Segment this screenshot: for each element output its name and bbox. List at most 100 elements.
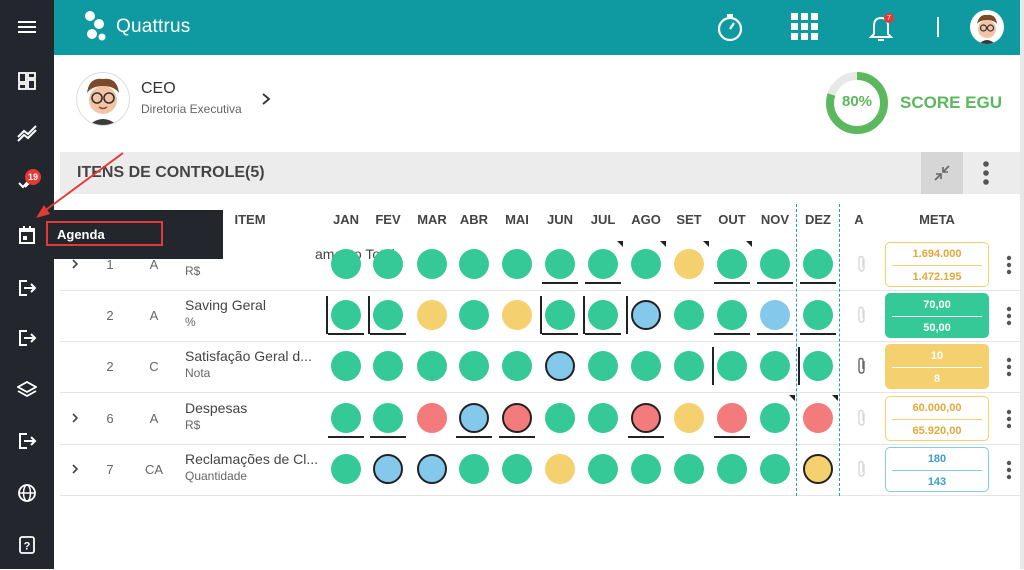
item-name[interactable]: Saving Geral: [185, 297, 266, 313]
status-dot-green[interactable]: [674, 454, 704, 484]
chevron-right-icon[interactable]: [68, 462, 82, 476]
item-name[interactable]: Despesas: [185, 400, 248, 416]
exit-icon[interactable]: [0, 416, 54, 466]
status-dot-green[interactable]: [717, 351, 747, 381]
help-icon[interactable]: ?: [0, 520, 54, 570]
status-dot-green[interactable]: [674, 300, 704, 330]
status-dot-green[interactable]: [545, 249, 575, 279]
status-dot-green[interactable]: [803, 300, 833, 330]
table-row[interactable]: 2 C Satisfação Geral d... Nota 10 8: [60, 341, 1020, 393]
status-dot-green[interactable]: [502, 249, 532, 279]
status-dot-green[interactable]: [760, 249, 790, 279]
status-dot-yellow[interactable]: [803, 454, 833, 484]
status-dot-green[interactable]: [674, 351, 704, 381]
chevron-right-icon[interactable]: [68, 257, 82, 271]
chevron-right-icon[interactable]: [68, 411, 82, 425]
status-dot-green[interactable]: [502, 351, 532, 381]
scrollbar[interactable]: [1020, 0, 1024, 569]
more-options-button[interactable]: [966, 152, 1006, 194]
table-row[interactable]: 6 A Despesas R$ 60.000,00 65.920,00: [60, 393, 1020, 445]
trend-icon[interactable]: [0, 107, 54, 157]
table-row[interactable]: 7 CA Reclamações de Cl... Quantidade 180 143: [60, 444, 1020, 496]
collapse-button[interactable]: [921, 152, 963, 194]
status-dot-green[interactable]: [373, 351, 403, 381]
status-dot-green[interactable]: [331, 249, 361, 279]
stopwatch-icon[interactable]: [713, 10, 747, 44]
row-more-button[interactable]: [998, 253, 1020, 277]
status-dot-green[interactable]: [373, 300, 403, 330]
row-more-button[interactable]: [998, 458, 1020, 482]
status-dot-yellow[interactable]: [674, 403, 704, 433]
table-row[interactable]: 2 A Saving Geral% 70,00 50,00: [60, 290, 1020, 342]
status-dot-green[interactable]: [459, 351, 489, 381]
status-dot-red[interactable]: [631, 403, 661, 433]
status-dot-green[interactable]: [331, 403, 361, 433]
status-dot-green[interactable]: [588, 300, 618, 330]
status-dot-green[interactable]: [545, 403, 575, 433]
status-dot-green[interactable]: [502, 454, 532, 484]
calendar-icon[interactable]: [0, 210, 54, 260]
status-dot-green[interactable]: [803, 249, 833, 279]
status-dot-green[interactable]: [760, 351, 790, 381]
status-dot-green[interactable]: [417, 351, 447, 381]
bell-icon[interactable]: 7: [864, 10, 898, 44]
status-dot-yellow[interactable]: [545, 454, 575, 484]
status-dot-red[interactable]: [502, 403, 532, 433]
paperclip-icon[interactable]: [854, 460, 870, 478]
layers-icon[interactable]: [0, 365, 54, 415]
status-dot-blue[interactable]: [459, 403, 489, 433]
status-dot-blue[interactable]: [631, 300, 661, 330]
status-dot-green[interactable]: [631, 249, 661, 279]
status-dot-green[interactable]: [373, 403, 403, 433]
meta-target[interactable]: 180 143: [885, 447, 989, 492]
meta-target[interactable]: 60.000,00 65.920,00: [885, 396, 989, 441]
status-dot-green[interactable]: [588, 351, 618, 381]
exit-icon[interactable]: [0, 263, 54, 313]
status-dot-red[interactable]: [803, 403, 833, 433]
meta-target[interactable]: 10 8: [885, 344, 989, 389]
status-dot-green[interactable]: [459, 454, 489, 484]
item-name[interactable]: Reclamações de Cl...: [185, 451, 319, 467]
brand-logo[interactable]: Quattrus: [84, 10, 190, 44]
exit-icon[interactable]: [0, 313, 54, 363]
row-more-button[interactable]: [998, 304, 1020, 328]
status-dot-green[interactable]: [588, 249, 618, 279]
status-dot-green[interactable]: [331, 454, 361, 484]
user-avatar[interactable]: [970, 10, 1004, 44]
menu-icon[interactable]: [0, 2, 54, 52]
apps-grid-icon[interactable]: [788, 10, 822, 44]
status-dot-green[interactable]: [803, 351, 833, 381]
status-dot-yellow[interactable]: [502, 300, 532, 330]
status-dot-blue[interactable]: [417, 454, 447, 484]
status-dot-green[interactable]: [545, 300, 575, 330]
row-more-button[interactable]: [998, 407, 1020, 431]
status-dot-green[interactable]: [760, 403, 790, 433]
status-dot-green[interactable]: [459, 300, 489, 330]
meta-target[interactable]: 70,00 50,00: [885, 293, 989, 338]
status-dot-green[interactable]: [717, 454, 747, 484]
row-more-button[interactable]: [998, 355, 1020, 379]
status-dot-green[interactable]: [717, 300, 747, 330]
status-dot-green[interactable]: [459, 249, 489, 279]
status-dot-green[interactable]: [417, 249, 447, 279]
meta-target[interactable]: 1.694.000 1.472.195: [885, 242, 989, 287]
status-dot-blue[interactable]: [760, 300, 790, 330]
status-dot-green[interactable]: [631, 454, 661, 484]
status-dot-red[interactable]: [417, 403, 447, 433]
dashboard-icon[interactable]: [0, 56, 54, 106]
status-dot-green[interactable]: [373, 249, 403, 279]
globe-icon[interactable]: [0, 468, 54, 518]
status-dot-green[interactable]: [331, 300, 361, 330]
status-dot-red[interactable]: [717, 403, 747, 433]
status-dot-blue[interactable]: [373, 454, 403, 484]
paperclip-icon[interactable]: [854, 357, 870, 375]
paperclip-icon[interactable]: [854, 255, 870, 273]
status-dot-green[interactable]: [717, 249, 747, 279]
status-dot-green[interactable]: [588, 454, 618, 484]
status-dot-yellow[interactable]: [417, 300, 447, 330]
status-dot-green[interactable]: [760, 454, 790, 484]
paperclip-icon[interactable]: [854, 306, 870, 324]
chevron-right-icon[interactable]: [258, 91, 274, 107]
paperclip-icon[interactable]: [854, 409, 870, 427]
